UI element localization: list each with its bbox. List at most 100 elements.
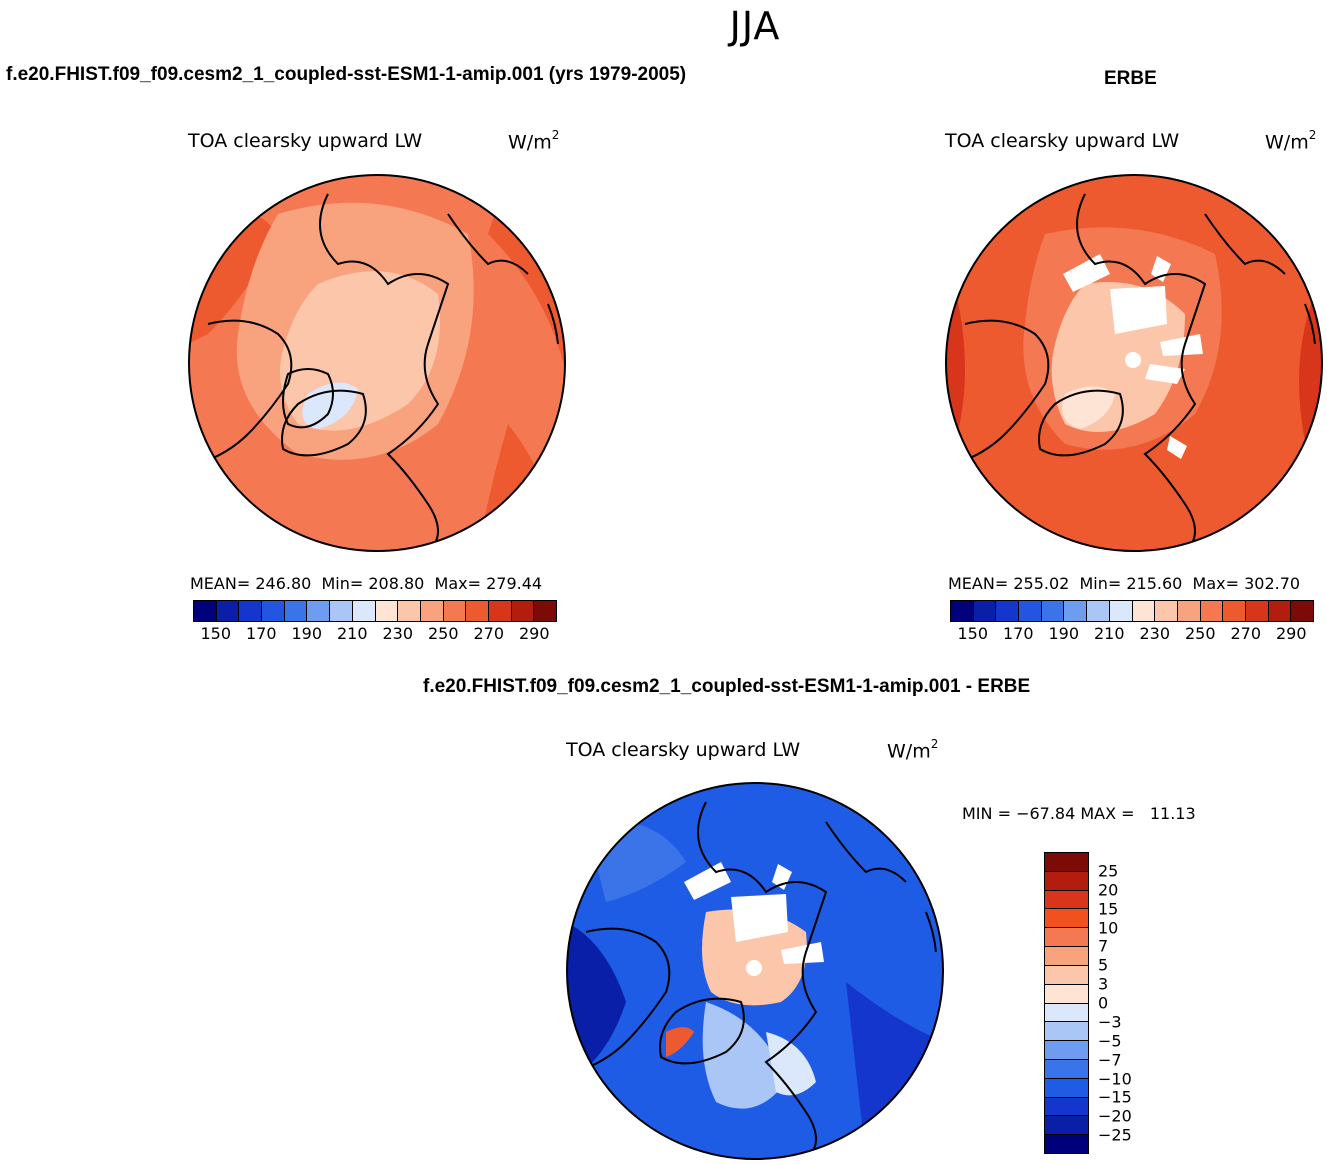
obs-colorbar-tick-label: 250 xyxy=(1184,624,1216,643)
diff-colorbar-swatch xyxy=(1045,1041,1088,1060)
obs-colorbar: 150 170 190 210 230 250 270 290 xyxy=(950,600,1314,643)
model-colorbar-tick-label: 250 xyxy=(427,624,459,643)
model-colorbar-tick-label: 210 xyxy=(336,624,368,643)
diff-colorbar-tick-label: 15 xyxy=(1098,899,1119,919)
diff-units-base: W/m xyxy=(887,740,931,763)
diff-colorbar-swatch xyxy=(1045,984,1088,1004)
obs-colorbar-swatch xyxy=(1223,601,1246,621)
diff-missing-data xyxy=(684,862,824,976)
obs-colorbar-swatch xyxy=(1268,601,1292,621)
diff-colorbar-swatch xyxy=(1045,1003,1088,1023)
model-mean-value: 246.80 xyxy=(255,574,312,593)
obs-stats: MEAN= 255.02 Min= 215.60 Max= 302.70 xyxy=(948,574,1300,593)
model-colorbar: 150 170 190 210 230 250 270 290 xyxy=(193,600,557,643)
diff-map-border xyxy=(566,782,944,1160)
diff-colorbar-swatch xyxy=(1045,928,1088,948)
diff-colorbar-swatch xyxy=(1045,1135,1088,1153)
obs-min-label: Min= xyxy=(1079,574,1122,593)
model-colorbar-swatches xyxy=(193,600,557,622)
obs-colorbar-tick-label: 210 xyxy=(1093,624,1125,643)
diff-colorbar-tick-label: −15 xyxy=(1098,1087,1132,1107)
obs-map-border xyxy=(945,174,1323,552)
season-title: JJA xyxy=(729,4,781,48)
model-colorbar-swatch xyxy=(466,601,489,621)
obs-max-label: Max= xyxy=(1192,574,1240,593)
diff-pale-region-s xyxy=(766,1032,816,1096)
obs-polar-map xyxy=(945,174,1323,552)
diff-colorbar-swatch xyxy=(1045,890,1088,910)
diff-colorbar-swatch xyxy=(1045,1116,1088,1136)
diff-colorbar-tick-label: 5 xyxy=(1098,955,1109,975)
obs-colorbar-ticks: 150 170 190 210 230 250 270 290 xyxy=(950,622,1314,643)
diff-colorbar-swatch xyxy=(1045,871,1088,891)
obs-colorbar-swatch xyxy=(996,601,1020,621)
diff-colorbar-swatch xyxy=(1045,853,1088,872)
diff-hot-greenland-edge xyxy=(666,1027,694,1057)
model-colorbar-swatch xyxy=(420,601,444,621)
obs-colorbar-swatch xyxy=(951,601,974,621)
model-colorbar-swatch xyxy=(194,601,217,621)
model-units-base: W/m xyxy=(508,131,552,154)
diff-colorbar-tick-label: 0 xyxy=(1098,993,1109,1013)
obs-colorbar-tick-label: 150 xyxy=(957,624,989,643)
obs-colorbar-tick-label: 170 xyxy=(1002,624,1034,643)
diff-light-region-s xyxy=(702,1002,786,1109)
obs-units: W/m2 xyxy=(1265,128,1316,153)
model-polar-map xyxy=(188,174,566,552)
diff-colorbar-swatch xyxy=(1045,909,1088,929)
obs-mean-label: MEAN= xyxy=(948,574,1009,593)
diff-colorbar-swatch xyxy=(1045,1022,1088,1042)
model-colorbar-swatch xyxy=(284,601,308,621)
diff-colorbar-tick-label: −25 xyxy=(1098,1125,1132,1145)
model-max-label: Max= xyxy=(434,574,482,593)
diff-colorbar-swatches xyxy=(1044,852,1089,1154)
diff-panel-title: TOA clearsky upward LW xyxy=(566,739,801,761)
model-min-value: 208.80 xyxy=(368,574,425,593)
obs-colorbar-swatch xyxy=(1087,601,1110,621)
obs-colorbar-swatch xyxy=(1132,601,1156,621)
diff-colorbar xyxy=(1044,852,1089,1154)
obs-panel-title: TOA clearsky upward LW xyxy=(945,130,1180,152)
obs-colorbar-swatch xyxy=(1019,601,1042,621)
obs-colorbar-swatch xyxy=(1177,601,1201,621)
diff-colorbar-swatch xyxy=(1045,1078,1088,1098)
diff-minmax: MIN = −67.84 MAX = 11.13 xyxy=(962,804,1196,823)
model-map-border xyxy=(188,174,566,552)
model-colorbar-tick-label: 170 xyxy=(245,624,277,643)
diff-units: W/m2 xyxy=(887,737,939,763)
diff-colorbar-tick-label: 7 xyxy=(1098,936,1109,956)
diff-colorbar-swatch xyxy=(1045,947,1088,966)
diff-polar-map xyxy=(566,782,944,1160)
diff-colorbar-tick-label: 25 xyxy=(1098,861,1119,881)
model-max-value: 279.44 xyxy=(486,574,543,593)
model-stats: MEAN= 246.80 Min= 208.80 Max= 279.44 xyxy=(190,574,542,593)
obs-colorbar-swatch xyxy=(1041,601,1065,621)
model-colorbar-swatch xyxy=(443,601,467,621)
obs-max-value: 302.70 xyxy=(1244,574,1301,593)
obs-colorbar-swatches xyxy=(950,600,1314,622)
model-colorbar-swatch xyxy=(262,601,285,621)
obs-coastlines xyxy=(954,193,1316,551)
model-units-exp: 2 xyxy=(551,128,560,142)
model-coastlines xyxy=(197,193,559,551)
model-colorbar-swatch xyxy=(330,601,353,621)
obs-colorbar-tick-label: 270 xyxy=(1230,624,1262,643)
diff-units-exp: 2 xyxy=(930,737,939,751)
model-colorbar-swatch xyxy=(239,601,263,621)
model-panel-title: TOA clearsky upward LW xyxy=(188,130,423,152)
diff-colorbar-tick-label: −20 xyxy=(1098,1106,1132,1126)
obs-colorbar-swatch xyxy=(1291,601,1313,621)
obs-colorbar-swatch xyxy=(1245,601,1269,621)
obs-colorbar-swatch xyxy=(1200,601,1224,621)
diff-colorbar-swatch xyxy=(1045,1059,1088,1079)
obs-colorbar-swatch xyxy=(1064,601,1088,621)
model-colorbar-swatch xyxy=(511,601,535,621)
model-colorbar-swatch xyxy=(488,601,512,621)
obs-mean-value: 255.02 xyxy=(1013,574,1070,593)
model-case-title: f.e20.FHIST.f09_f09.cesm2_1_coupled-sst-… xyxy=(6,64,687,85)
obs-colorbar-tick-label: 230 xyxy=(1139,624,1171,643)
obs-greenland xyxy=(1062,386,1115,429)
model-colorbar-tick-label: 150 xyxy=(200,624,232,643)
diff-colorbar-tick-label: −7 xyxy=(1098,1050,1122,1070)
obs-colorbar-swatch xyxy=(973,601,997,621)
